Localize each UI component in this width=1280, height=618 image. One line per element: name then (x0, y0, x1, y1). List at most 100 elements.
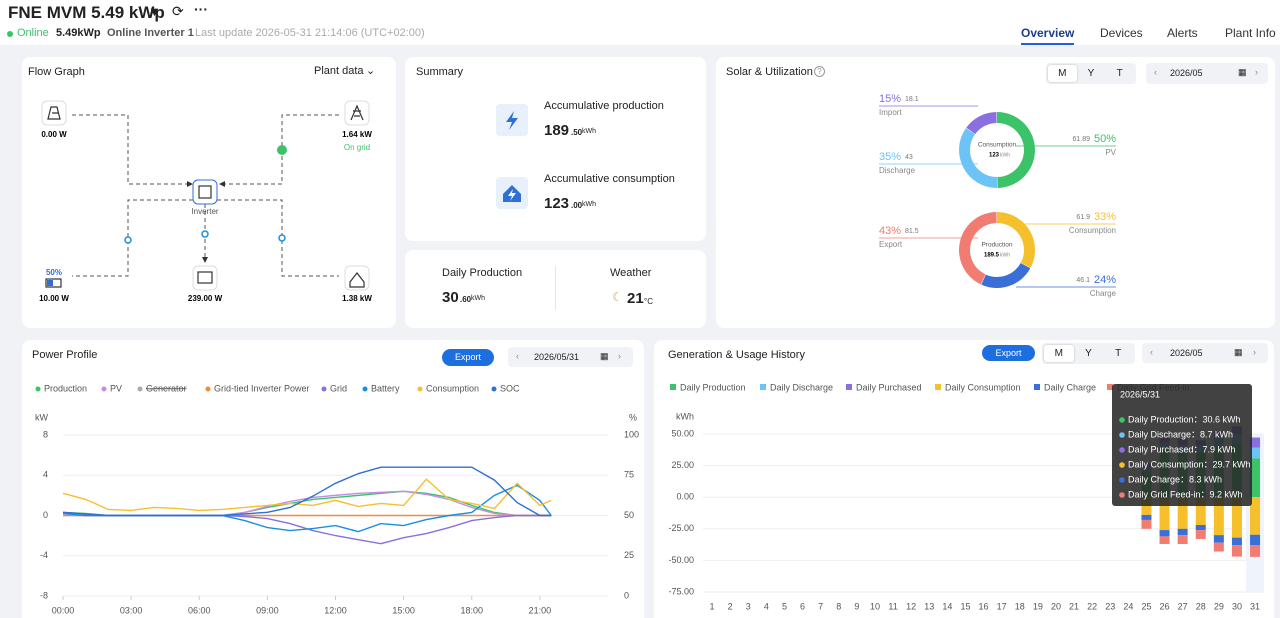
legend-label[interactable]: Battery (371, 383, 400, 393)
plant-data-select[interactable]: Plant data (314, 65, 364, 77)
sun-icon: ☾ (612, 290, 623, 304)
segment-category: Export (879, 240, 903, 249)
period-option[interactable]: Y (1085, 348, 1092, 359)
tab[interactable]: Overview (1021, 26, 1075, 45)
legend-label[interactable]: Daily Discharge (770, 382, 833, 392)
home-power: 1.38 kW (342, 294, 372, 303)
bar-segment (1213, 497, 1224, 536)
hover-band (1246, 434, 1265, 592)
donut-segment (981, 263, 1031, 288)
tab[interactable]: Plant Info (1225, 26, 1276, 40)
calendar[interactable]: ▦ (1238, 67, 1247, 77)
export-button[interactable]: Export (442, 349, 494, 366)
flow-diagram: 0.00 W 1.64 kW On grid Inverter 50% 10.0… (39, 100, 372, 303)
period-option[interactable]: Y (1087, 68, 1095, 79)
period-option[interactable]: M (1044, 345, 1074, 362)
x-tick-label: 12:00 (324, 605, 347, 615)
period-option[interactable]: M (1048, 65, 1077, 82)
bar-segment (1141, 514, 1152, 520)
x-tick-label: 18 (1015, 601, 1025, 611)
legend-label[interactable]: Grid (330, 383, 347, 393)
legend-label[interactable]: Daily Grid Feed-in (1117, 382, 1190, 392)
y2-tick-label: 0 (624, 590, 629, 600)
tooltip-dot (1119, 417, 1125, 423)
bar-segment (1159, 536, 1170, 544)
x-tick-label: 1 (710, 601, 715, 611)
prev[interactable]: ‹ (1150, 347, 1153, 357)
date-picker[interactable]: ‹ 2026/05 ▦ › (1142, 343, 1268, 363)
donut-center-value: 123 (989, 153, 1000, 159)
flow-line (72, 199, 193, 277)
bar-segment (1231, 545, 1242, 557)
bar-segment (1159, 497, 1170, 531)
bar-segment (1231, 497, 1242, 538)
tab[interactable]: Alerts (1167, 26, 1198, 40)
legend-label[interactable]: Grid-tied Inverter Power (214, 383, 310, 393)
bar-segment (1177, 439, 1188, 446)
prev[interactable]: ‹ (1154, 67, 1157, 77)
legend-label[interactable]: Consumption (426, 383, 479, 393)
select-arrow[interactable]: ⌄ (366, 65, 376, 77)
y-tick-label: -50.00 (668, 555, 694, 565)
period-option[interactable]: T (1115, 348, 1122, 359)
bar-segment (1177, 452, 1188, 498)
last-update: Last update 2026-05-31 21:14:06 (UTC+02:… (195, 27, 425, 39)
x-tick-label: 27 (1178, 601, 1188, 611)
y-tick-label: 4 (43, 470, 48, 480)
legend-label[interactable]: Daily Purchased (856, 382, 922, 392)
dropdown-arrow[interactable]: ▼ (148, 4, 161, 19)
donut-center-label: Production (981, 242, 1012, 249)
date-picker[interactable]: ‹ 2026/05/31 ▦ › (508, 347, 633, 367)
legend-label[interactable]: Daily Consumption (945, 382, 1021, 392)
segment-category: PV (1105, 148, 1116, 157)
legend-marker (205, 386, 211, 392)
segment-category: Discharge (879, 166, 916, 175)
calendar[interactable]: ▦ (600, 351, 609, 361)
more-icon[interactable]: ··· (194, 1, 208, 17)
inverter-icon (192, 179, 218, 205)
x-tick-label: 26 (1160, 601, 1170, 611)
legend-label[interactable]: PV (110, 383, 122, 393)
bar-segment (1159, 530, 1170, 537)
next[interactable]: › (618, 351, 621, 361)
period-option[interactable]: T (1116, 68, 1123, 79)
flow-dot (201, 230, 209, 238)
donut-center-unit: kWh (1000, 252, 1010, 258)
x-tick-label: 3 (746, 601, 751, 611)
help-icon[interactable]: ? (814, 66, 825, 77)
summary-card: Summary Accumulative production 189 .50 … (405, 57, 706, 241)
segment-percent: 15% (879, 93, 901, 105)
refresh-icon[interactable]: ⟳ (172, 3, 184, 19)
tab[interactable]: Devices (1100, 26, 1143, 40)
next[interactable]: › (1255, 67, 1258, 77)
y-axis-label: kWh (676, 411, 694, 421)
x-tick-label: 15:00 (392, 605, 415, 615)
power-profile-card: Power Profile Export ‹ 2026/05/31 ▦ › kW… (22, 340, 644, 618)
tooltip-item: Daily Grid Feed-in：9.2 kWh (1128, 489, 1243, 499)
calendar[interactable]: ▦ (1234, 347, 1243, 357)
prev[interactable]: ‹ (516, 351, 519, 361)
next[interactable]: › (1253, 347, 1256, 357)
donut-segment (997, 212, 1035, 268)
flow-graph-card: Flow Graph Plant data ⌄ (22, 57, 396, 328)
x-tick-label: 19 (1033, 601, 1043, 611)
legend-label[interactable]: SOC (500, 383, 520, 393)
ups-power: 239.00 W (188, 294, 223, 303)
tooltip-title: 2026/5/31 (1120, 389, 1160, 399)
legend-label[interactable]: Daily Production (680, 382, 746, 392)
legend-label[interactable]: Generator (146, 383, 187, 393)
x-tick-label: 25 (1141, 601, 1151, 611)
legend-marker (935, 384, 941, 390)
y2-axis-label: % (629, 412, 637, 422)
date-picker[interactable]: ‹ 2026/05 ▦ › (1146, 63, 1268, 84)
legend-label[interactable]: Daily Charge (1044, 382, 1096, 392)
bar-segment (1177, 497, 1188, 529)
series-line (63, 490, 552, 517)
x-tick-label: 16 (979, 601, 989, 611)
capacity: 5.49kWp (56, 27, 101, 39)
export-button[interactable]: Export (982, 345, 1035, 361)
legend-label[interactable]: Production (44, 383, 87, 393)
y-tick-label: 25.00 (671, 460, 694, 470)
